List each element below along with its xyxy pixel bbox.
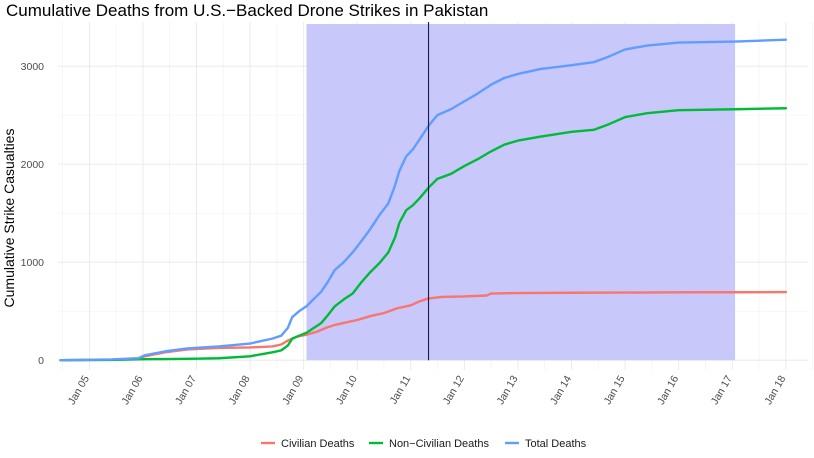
x-tick-label: Jan 09 <box>280 373 306 406</box>
y-tick-label: 3000 <box>21 61 45 73</box>
legend-item: Total Deaths <box>505 438 587 450</box>
series-line-civilian-deaths <box>59 290 788 362</box>
legend-item: Non−Civilian Deaths <box>369 438 489 450</box>
x-tick-label: Jan 05 <box>66 373 92 406</box>
chart-title: Cumulative Deaths from U.S.−Backed Drone… <box>6 1 488 20</box>
series-line-non-civilian-deaths <box>59 107 788 362</box>
x-tick-label: Jan 13 <box>494 373 520 406</box>
y-tick-label: 2000 <box>21 159 45 171</box>
x-tick-label: Jan 15 <box>602 373 628 406</box>
x-tick-label: Jan 18 <box>762 373 788 406</box>
legend-label: Non−Civilian Deaths <box>389 438 489 450</box>
legend: Civilian Deaths Non−Civilian Deaths Total … <box>261 438 587 450</box>
x-tick-label: Jan 08 <box>226 373 252 406</box>
x-tick-label: Jan 17 <box>709 373 735 406</box>
x-tick-label: Jan 14 <box>548 373 574 406</box>
y-axis-label: Cumulative Strike Casualties <box>1 129 17 308</box>
highlight-band <box>306 24 736 361</box>
series-layer <box>59 38 788 362</box>
x-tick-label: Jan 07 <box>173 373 199 406</box>
series-line-total-deaths <box>59 38 788 362</box>
highlight-layer <box>306 24 736 361</box>
legend-item: Civilian Deaths <box>261 438 355 450</box>
y-tick-label: 0 <box>38 355 44 367</box>
y-tick-label: 1000 <box>21 257 45 269</box>
x-tick-label: Jan 12 <box>441 373 467 406</box>
legend-label: Total Deaths <box>525 438 587 450</box>
legend-label: Civilian Deaths <box>281 438 355 450</box>
x-tick-label: Jan 16 <box>655 373 681 406</box>
x-tick-label: Jan 11 <box>388 373 414 406</box>
x-tick-label: Jan 10 <box>334 373 360 406</box>
x-tick-label: Jan 06 <box>119 373 145 406</box>
